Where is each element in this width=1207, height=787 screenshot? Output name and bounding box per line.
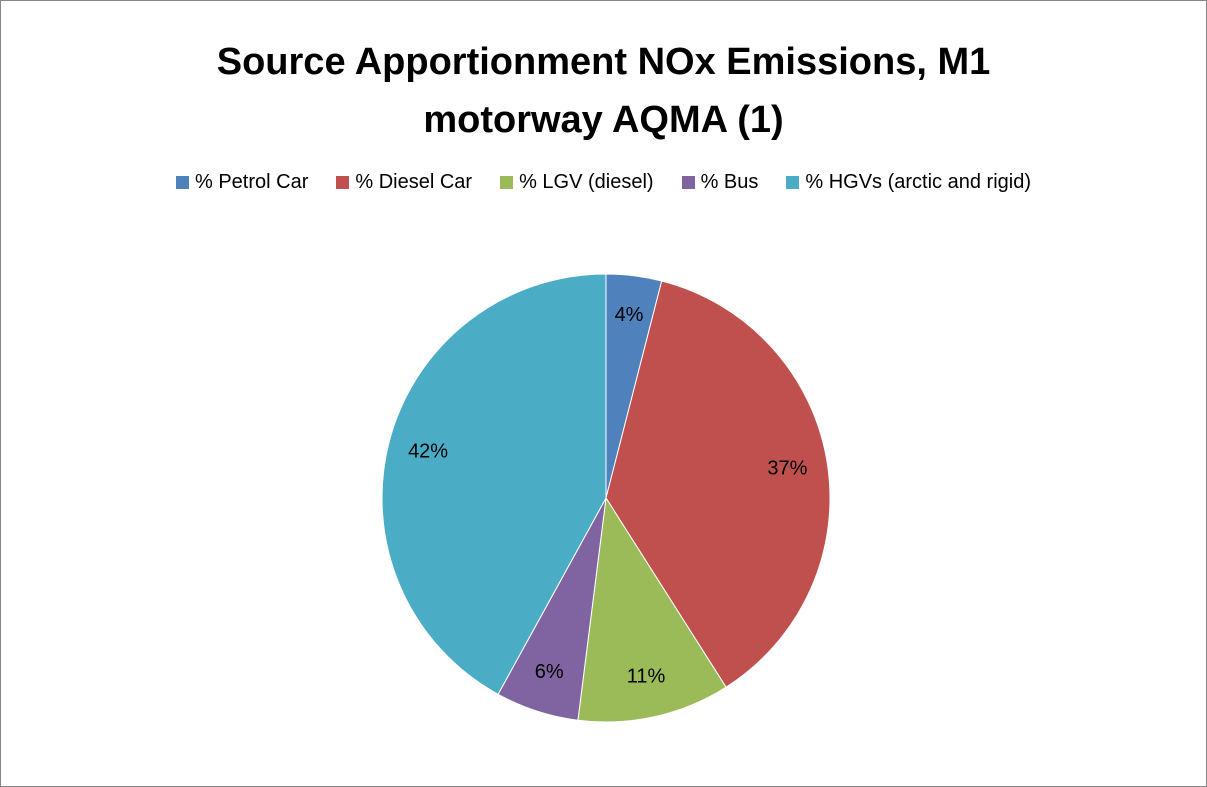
pie-slice: [577, 496, 727, 723]
data-label: 11%: [627, 666, 666, 688]
chart-title: Source Apportionment NOx Emissions, M1 m…: [216, 41, 991, 141]
legend-item: % Petrol Car: [175, 171, 309, 194]
legend-swatch: [786, 176, 800, 189]
legend-item: % Diesel Car: [336, 171, 472, 194]
legend-label: % LGV (diesel): [519, 171, 654, 193]
data-label: 4%: [615, 304, 644, 326]
data-label: 42%: [408, 441, 448, 463]
legend-label: % Diesel Car: [355, 171, 473, 193]
data-label: 6%: [535, 661, 564, 683]
legend-label: % HGVs (arctic and rigid): [805, 171, 1031, 193]
legend-swatch: [175, 176, 189, 189]
legend-label: % Petrol Car: [194, 171, 309, 193]
legend-item: % Bus: [681, 171, 759, 194]
legend-label: % Bus: [700, 171, 759, 193]
legend-item: % HGVs (arctic and rigid): [786, 171, 1031, 194]
legend-swatch: [336, 176, 350, 189]
legend-item: % LGV (diesel): [500, 171, 654, 194]
pie-slice: [381, 273, 607, 695]
legend-swatch: [500, 176, 514, 189]
data-label: 37%: [767, 458, 807, 480]
legend-swatch: [681, 176, 695, 189]
legend: % Petrol Car % Diesel Car % LGV (diesel) % …: [1, 171, 1206, 194]
